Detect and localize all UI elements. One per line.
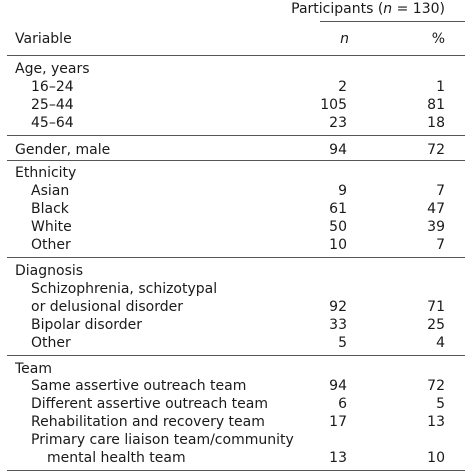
section-divider: [7, 257, 465, 258]
table-row: Other 10 7: [31, 237, 445, 253]
table-row: or delusional disorder 92 71: [31, 299, 445, 315]
pct-header: %: [431, 31, 445, 47]
table-row: Rehabilitation and recovery team 17 13: [31, 414, 445, 430]
table-row: 16–24 2 1: [31, 79, 445, 95]
table-row: Different assertive outreach team 6 5: [31, 396, 445, 412]
age-section-title: Age, years: [15, 61, 90, 77]
table-row-label-line: Primary care liaison team/community: [31, 432, 294, 448]
table-row-label-line: Schizophrenia, schizotypal: [31, 281, 218, 297]
table-row: White 50 39: [31, 219, 445, 235]
table-row: Same assertive outreach team 94 72: [31, 378, 445, 394]
header-divider: [7, 55, 465, 56]
participants-header: Participants (n = 130): [291, 1, 445, 17]
header-divider-short: [320, 21, 465, 22]
ethnicity-section-title: Ethnicity: [15, 165, 77, 181]
table-row: 25–44 105 81: [31, 97, 445, 113]
n-header: n: [340, 31, 349, 47]
table-row: 45–64 23 18: [31, 115, 445, 131]
section-divider: [7, 160, 465, 161]
table-row: Bipolar disorder 33 25: [31, 317, 445, 333]
column-header-row: Variable n %: [0, 30, 472, 49]
section-divider: [7, 355, 465, 356]
table-row: Other 5 4: [31, 335, 445, 351]
section-divider: [7, 135, 465, 136]
table-row: mental health team 13 10: [47, 450, 445, 466]
table-row: Gender, male 94 72: [15, 142, 445, 158]
table-row: Black 61 47: [31, 201, 445, 217]
diagnosis-section-title: Diagnosis: [15, 263, 84, 279]
team-section-title: Team: [15, 361, 53, 377]
table-row: Asian 9 7: [31, 183, 445, 199]
table-bottom-rule: [7, 470, 465, 471]
variable-header: Variable: [15, 31, 72, 47]
